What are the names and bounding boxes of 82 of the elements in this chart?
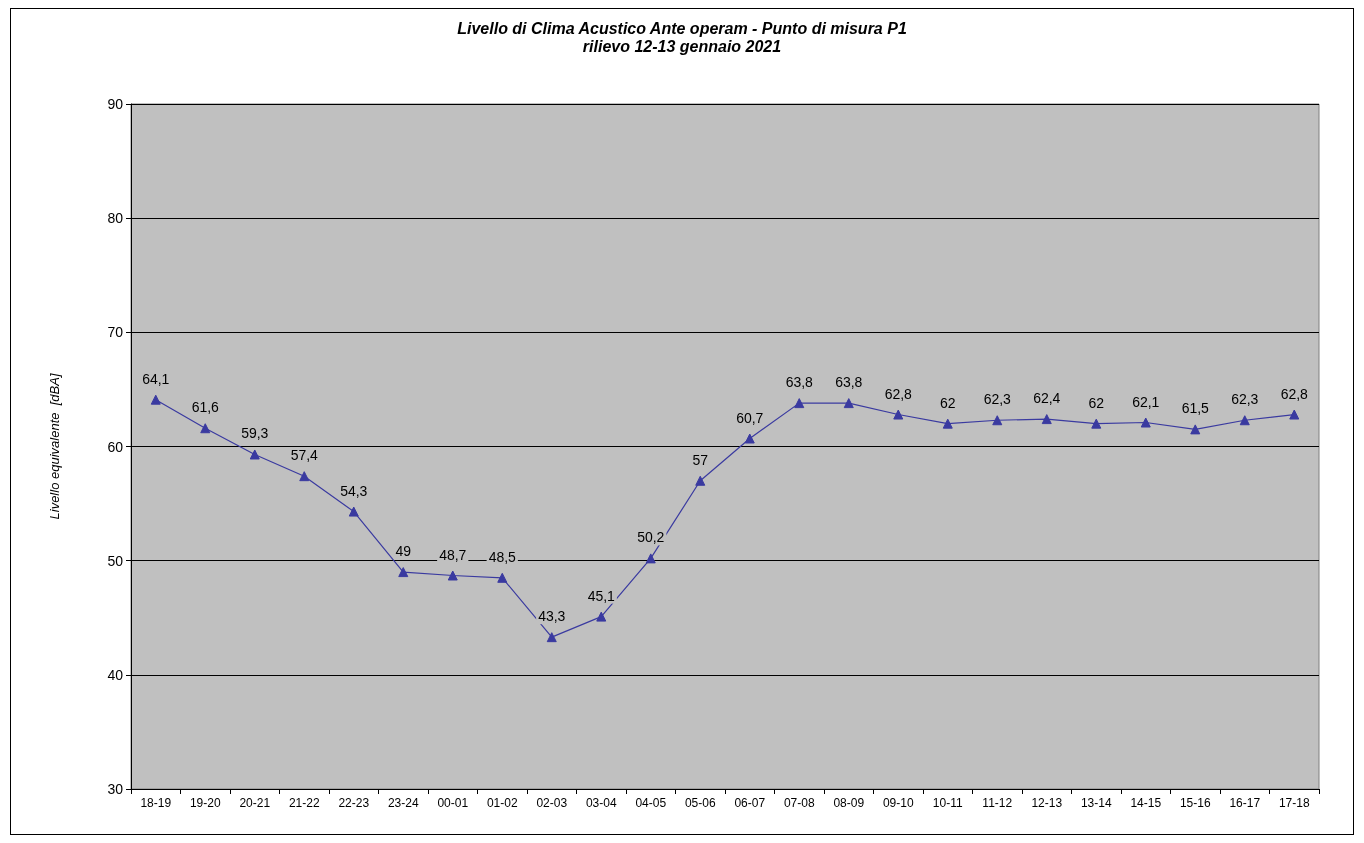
- point: [249, 449, 260, 460]
- point: [447, 570, 458, 581]
- data-label: 62: [939, 394, 956, 411]
- point: [893, 409, 904, 420]
- data-label: 57: [692, 451, 709, 468]
- x-tick-label: 16-17: [1229, 796, 1261, 810]
- point: [596, 611, 607, 622]
- point: [695, 475, 706, 486]
- point: [942, 418, 953, 429]
- point: [546, 632, 557, 643]
- x-tick-label: 06-07: [734, 796, 766, 810]
- data-label: 63,8: [835, 374, 863, 391]
- x-tick-label: 03-04: [585, 796, 617, 810]
- x-tick-label: 09-10: [882, 796, 914, 810]
- chart-title: Livello di Clima Acustico Ante operam - Punto di misura P1: [457, 19, 907, 37]
- data-label: 62,3: [983, 391, 1012, 408]
- point: [150, 394, 161, 405]
- point: [497, 572, 508, 583]
- data-label: 61,6: [191, 399, 220, 416]
- point: [843, 398, 854, 409]
- data-label: 62,8: [884, 385, 913, 402]
- x-tick-label: 08-09: [833, 796, 865, 810]
- y-tick-label: 50: [107, 552, 124, 569]
- data-label: 62: [1088, 394, 1105, 411]
- data-label: 61,5: [1181, 400, 1210, 417]
- y-tick-label: 90: [107, 96, 124, 112]
- data-label: 62,3: [1231, 391, 1259, 408]
- data-label: 63,8: [785, 374, 814, 391]
- x-tick-label: 22-23: [338, 796, 370, 810]
- chart-subtitle: rilievo 12-13 gennaio 2021: [582, 37, 782, 55]
- x-tick-label: 19-20: [189, 796, 221, 810]
- data-label: 57,4: [290, 447, 319, 464]
- x-tick-label: 23-24: [387, 796, 419, 810]
- x-tick-label: 15-16: [1179, 796, 1211, 810]
- y-tick-label: 70: [107, 324, 124, 341]
- data-label: 64,1: [142, 370, 170, 387]
- y-tick-label: 30: [107, 781, 124, 797]
- point: [1289, 409, 1300, 420]
- point: [1091, 418, 1102, 429]
- x-tick-label: 18-19: [140, 796, 172, 810]
- x-tick-label: 13-14: [1080, 796, 1112, 810]
- x-tick-label: 12-13: [1031, 796, 1063, 810]
- y-tick-label: 40: [107, 666, 124, 683]
- data-label: 43,3: [538, 608, 566, 625]
- x-tick-label: 21-22: [288, 796, 320, 810]
- point: [744, 433, 755, 444]
- point: [1041, 414, 1052, 425]
- data-label: 59,3: [241, 425, 269, 442]
- point: [398, 567, 409, 578]
- point: [794, 398, 805, 409]
- point: [992, 415, 1003, 426]
- x-tick-label: 01-02: [486, 796, 518, 810]
- y-axis-title: Livello equivalente [dBA]: [47, 373, 62, 520]
- data-label: 45,1: [587, 587, 616, 604]
- data-label: 62,1: [1132, 393, 1160, 410]
- x-tick-label: 11-12: [982, 796, 1013, 810]
- y-tick-label: 60: [107, 438, 124, 455]
- point: [348, 506, 359, 517]
- point: [645, 553, 656, 564]
- x-tick-label: 04-05: [635, 796, 667, 810]
- point: [1190, 424, 1201, 435]
- data-label: 62,8: [1280, 385, 1309, 402]
- point: [200, 423, 211, 434]
- point: [299, 471, 310, 482]
- data-label: 54,3: [340, 482, 368, 499]
- x-tick-label: 17-18: [1278, 796, 1310, 810]
- x-tick-label: 02-03: [536, 796, 568, 810]
- data-label: 48,7: [439, 546, 467, 563]
- y-tick-label: 80: [107, 210, 124, 227]
- data-label: 48,5: [488, 548, 517, 565]
- x-tick-label: 00-01: [437, 796, 469, 810]
- data-label: 49: [395, 543, 412, 560]
- x-tick-label: 05-06: [684, 796, 716, 810]
- data-label: 62,4: [1033, 390, 1061, 407]
- data-label: 60,7: [736, 409, 764, 426]
- point: [1140, 417, 1151, 428]
- x-tick-label: 07-08: [783, 796, 815, 810]
- x-tick-label: 14-15: [1130, 796, 1162, 810]
- data-label: 50,2: [637, 529, 665, 546]
- x-tick-label: 20-21: [239, 796, 271, 810]
- x-tick-label: 10-11: [932, 796, 963, 810]
- point: [1239, 415, 1250, 426]
